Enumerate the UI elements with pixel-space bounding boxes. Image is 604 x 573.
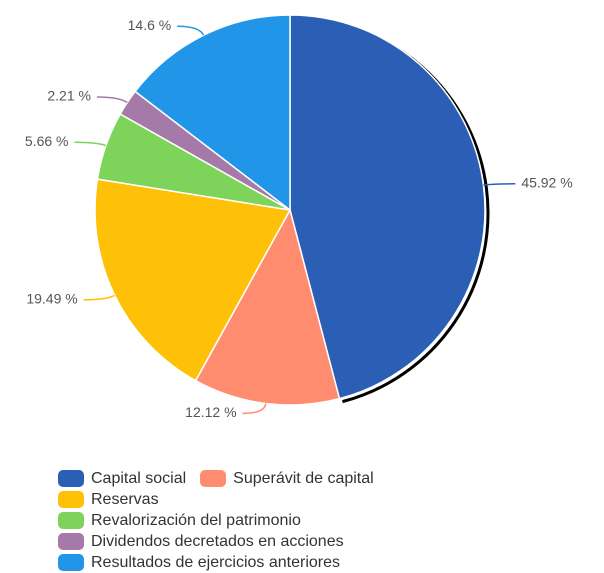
- legend-item[interactable]: Resultados de ejercicios anteriores: [58, 552, 554, 573]
- legend-item[interactable]: Reservas: [58, 489, 554, 510]
- slice: [94, 178, 292, 382]
- legend-swatch: [58, 470, 84, 487]
- chart: 45.92 % 12.12 % 19.49 % 5.66 % 2.21 % 14.6 %: [25, 14, 573, 420]
- data-label: 12.12 %: [185, 404, 236, 420]
- data-label: 2.21 %: [47, 88, 91, 104]
- leader-line: [483, 183, 516, 186]
- slice: [194, 207, 341, 406]
- legend-label: Reservas: [91, 491, 159, 508]
- data-label: 45.92 %: [521, 174, 572, 190]
- leader-line: [242, 403, 267, 415]
- legend-swatch: [58, 512, 84, 529]
- data-label: 19.49 %: [26, 290, 77, 306]
- leader-line: [74, 141, 107, 147]
- legend-item[interactable]: Revalorización del patrimonio: [58, 510, 554, 531]
- legend-label: Superávit de capital: [233, 470, 374, 487]
- data-label: 14.6 %: [128, 17, 172, 33]
- slice: [289, 14, 486, 400]
- data-label: 5.66 %: [25, 133, 69, 149]
- legend-item[interactable]: Capital social: [58, 468, 186, 489]
- legend-swatch: [58, 491, 84, 508]
- leader-line: [83, 294, 116, 301]
- legend-label: Capital social: [91, 470, 187, 487]
- legend-label: Revalorización del patrimonio: [91, 512, 301, 529]
- legend-swatch: [200, 470, 227, 487]
- legend-label: Resultados de ejercicios anteriores: [91, 554, 341, 571]
- page: 45.92 % 12.12 % 19.49 % 5.66 % 2.21 % 14.6 % …: [24, 14, 573, 571]
- legend-item[interactable]: Superávit de capital: [200, 468, 374, 489]
- legend-item[interactable]: Dividendos decretados en acciones: [58, 531, 554, 552]
- legend-label: Dividendos decretados en acciones: [91, 533, 344, 550]
- legend: Capital social Superávit de capital Reserv…: [58, 468, 568, 573]
- leader-line: [177, 25, 205, 36]
- slice: [134, 14, 291, 212]
- legend-swatch: [58, 533, 84, 550]
- leader-line: [96, 96, 128, 104]
